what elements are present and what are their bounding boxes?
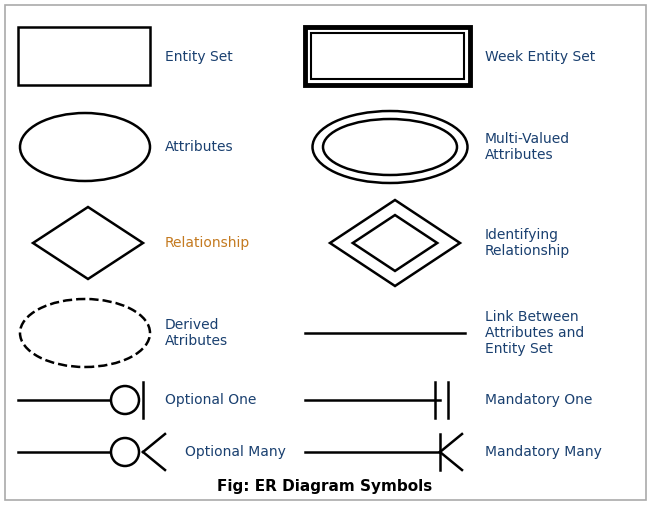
Polygon shape [330,200,460,286]
Text: Identifying
Relationship: Identifying Relationship [485,228,570,258]
Text: Week Entity Set: Week Entity Set [485,50,595,64]
Text: Mandatory One: Mandatory One [485,393,592,407]
Polygon shape [33,207,143,279]
Text: Mandatory Many: Mandatory Many [485,445,602,459]
Text: Optional One: Optional One [165,393,256,407]
Circle shape [111,386,139,414]
Bar [311,33,464,79]
Ellipse shape [20,113,150,181]
Text: Multi-Valued
Attributes: Multi-Valued Attributes [485,132,570,162]
Ellipse shape [312,111,467,183]
Text: Entity Set: Entity Set [165,50,233,64]
Ellipse shape [323,119,457,175]
Text: Relationship: Relationship [165,236,250,250]
Text: Fig: ER Diagram Symbols: Fig: ER Diagram Symbols [217,480,433,494]
Polygon shape [353,215,437,271]
Text: Optional Many: Optional Many [185,445,286,459]
Text: Link Between
Attributes and
Entity Set: Link Between Attributes and Entity Set [485,310,584,356]
Ellipse shape [20,299,150,367]
Circle shape [111,438,139,466]
Text: Attributes: Attributes [165,140,234,154]
Bar [18,27,150,85]
Text: Derived
Atributes: Derived Atributes [165,318,228,348]
Bar [305,27,470,85]
